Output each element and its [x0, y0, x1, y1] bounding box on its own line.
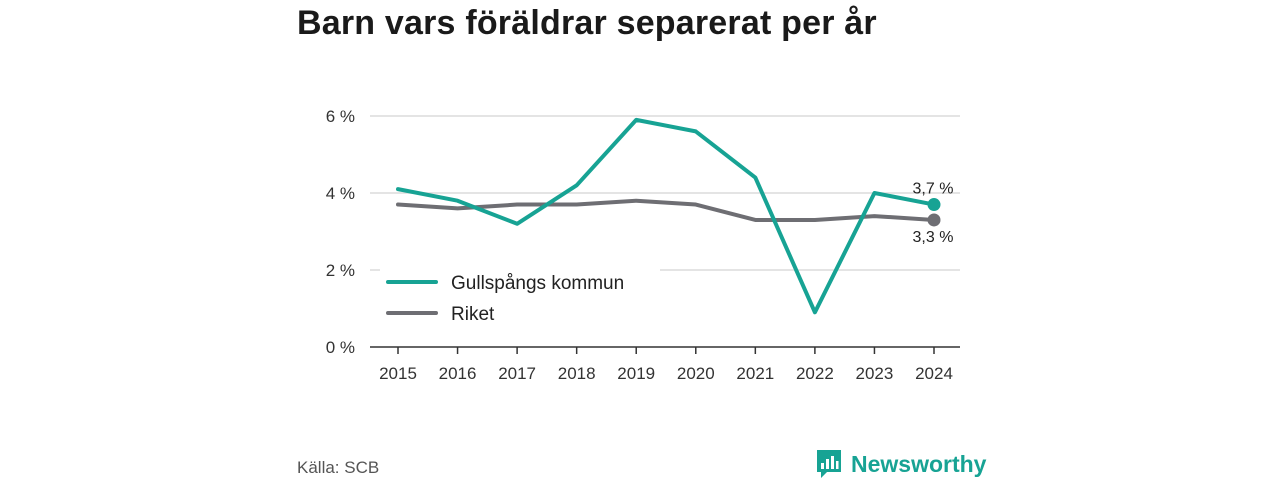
series-line-riket — [396, 198, 936, 222]
y-tick-label: 4 % — [326, 184, 355, 203]
x-tick-label: 2022 — [796, 364, 834, 383]
x-tick-label: 2019 — [617, 364, 655, 383]
series-end-marker — [927, 198, 941, 212]
end-value-label: 3,7 % — [913, 181, 954, 198]
legend-background — [380, 260, 660, 335]
legend-label: Gullspångs kommun — [451, 273, 624, 294]
x-tick-label: 2015 — [379, 364, 417, 383]
y-tick-label: 6 % — [326, 107, 355, 126]
legend-label: Riket — [451, 304, 495, 325]
x-tick-label: 2017 — [498, 364, 536, 383]
end-value-label: 3,3 % — [913, 229, 954, 246]
series-end-marker — [927, 213, 941, 227]
series-line-gullspångs-kommun — [396, 117, 936, 315]
x-tick-label: 2024 — [915, 364, 953, 383]
x-tick-label: 2018 — [558, 364, 596, 383]
newsworthy-logo-icon — [817, 450, 841, 478]
chart-title: Barn vars föräldrar separerat per år — [297, 4, 877, 42]
y-tick-label: 0 % — [326, 338, 355, 357]
x-tick-label: 2023 — [856, 364, 894, 383]
x-tick-label: 2020 — [677, 364, 715, 383]
x-tick-label: 2021 — [736, 364, 774, 383]
newsworthy-logo: Newsworthy — [815, 448, 986, 480]
brand-name: Newsworthy — [851, 450, 987, 477]
x-tick-label: 2016 — [439, 364, 477, 383]
y-tick-label: 2 % — [326, 261, 355, 280]
source-note: Källa: SCB — [297, 458, 380, 477]
